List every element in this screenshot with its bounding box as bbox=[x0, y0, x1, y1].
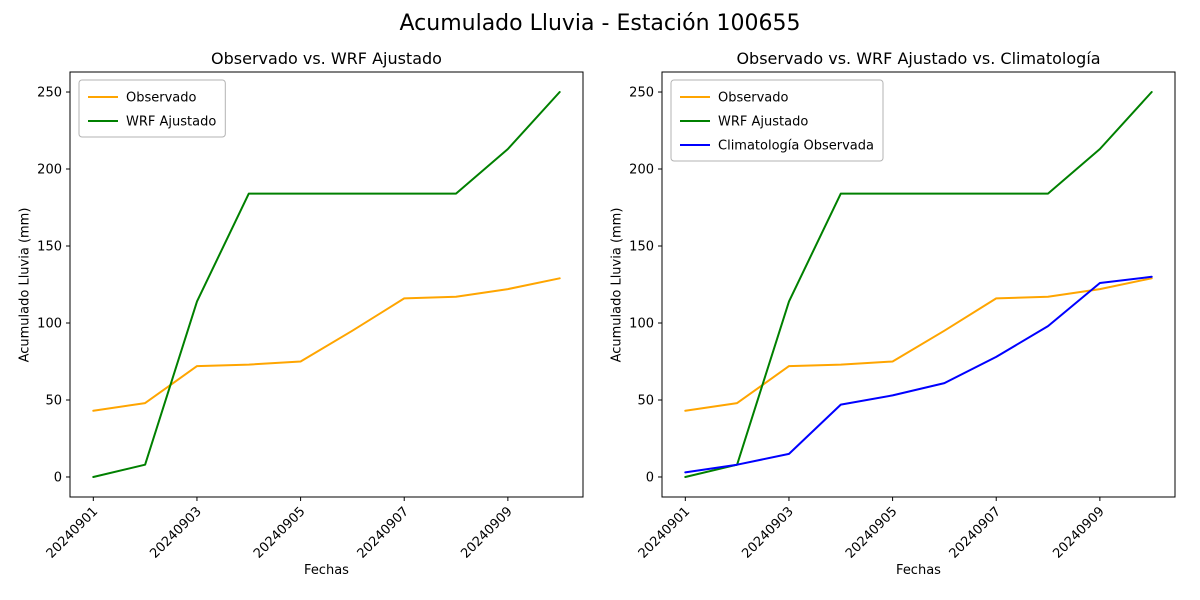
y-tick-label: 250 bbox=[629, 86, 654, 101]
x-tick-label: 20240905 bbox=[843, 504, 900, 561]
y-tick-label: 0 bbox=[646, 470, 654, 485]
y-tick-label: 50 bbox=[637, 393, 654, 408]
legend-label-wrf-ajustado: WRF Ajustado bbox=[126, 115, 216, 130]
legend: Observado WRF Ajustado bbox=[78, 79, 226, 138]
subplot-title-left: Observado vs. WRF Ajustado bbox=[211, 49, 442, 68]
legend-label-observado: Observado bbox=[126, 91, 197, 106]
x-tick-label: 20240905 bbox=[251, 504, 308, 561]
y-tick-label: 250 bbox=[37, 86, 62, 101]
legend-box bbox=[670, 79, 884, 162]
series-line-climatolog-a-observada bbox=[684, 275, 1153, 474]
series-line-wrf-ajustado bbox=[92, 91, 561, 478]
series-line-wrf-ajustado bbox=[684, 91, 1153, 478]
y-tick-label: 200 bbox=[37, 163, 62, 178]
x-tick-label: 20240901 bbox=[636, 504, 693, 561]
x-axis-label-right: Fechas bbox=[896, 563, 941, 578]
y-tick-label: 100 bbox=[629, 316, 654, 331]
x-tick-label: 20240901 bbox=[44, 504, 101, 561]
y-tick-label: 50 bbox=[45, 393, 62, 408]
axes-box bbox=[69, 71, 584, 498]
x-tick-label: 20240909 bbox=[1050, 504, 1107, 561]
figure-title: Acumulado Lluvia - Estación 100655 bbox=[399, 11, 801, 36]
y-tick-label: 150 bbox=[37, 240, 62, 255]
legend-box bbox=[78, 79, 226, 138]
x-tick-label: 20240909 bbox=[458, 504, 515, 561]
axes-box bbox=[661, 71, 1176, 498]
chart-0: 0 50 100 150 200 250 20240901 20240903 20240905 2… bbox=[37, 71, 584, 562]
y-tick-label: 200 bbox=[629, 163, 654, 178]
legend-label-wrf-ajustado: WRF Ajustado bbox=[718, 115, 808, 130]
subplot-title-right: Observado vs. WRF Ajustado vs. Climatolo… bbox=[736, 49, 1101, 68]
x-axis-label-left: Fechas bbox=[304, 563, 349, 578]
legend-label-observado: Observado bbox=[718, 91, 789, 106]
series-line-observado bbox=[92, 277, 561, 412]
y-tick-label: 100 bbox=[37, 316, 62, 331]
legend: Observado WRF Ajustado Climatología Observ… bbox=[670, 79, 884, 162]
x-tick-label: 20240903 bbox=[147, 504, 204, 561]
x-tick-label: 20240907 bbox=[947, 504, 1004, 561]
x-tick-label: 20240903 bbox=[739, 504, 796, 561]
chart-1: 0 50 100 150 200 250 20240901 20240903 20240905 2… bbox=[629, 71, 1176, 562]
y-tick-label: 0 bbox=[54, 470, 62, 485]
legend-label-climatolog-a-observada: Climatología Observada bbox=[718, 139, 874, 154]
y-tick-label: 150 bbox=[629, 240, 654, 255]
x-tick-label: 20240907 bbox=[355, 504, 412, 561]
